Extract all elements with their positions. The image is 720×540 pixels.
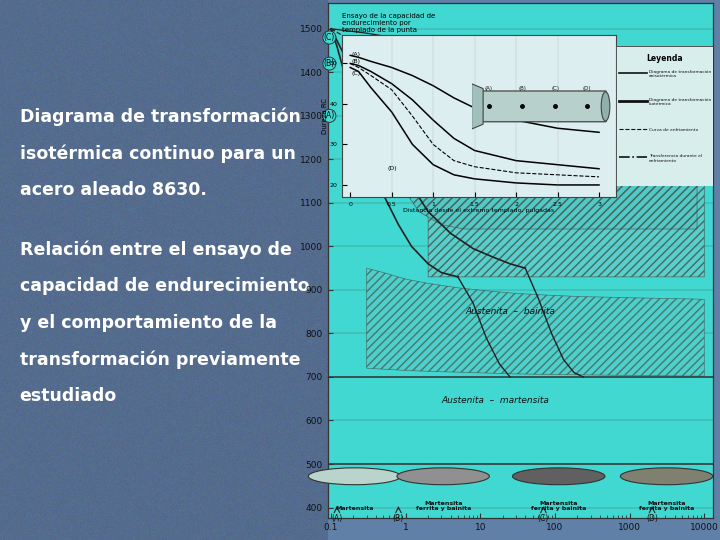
Text: Austenita  –  martensita: Austenita – martensita <box>441 396 549 405</box>
Text: (B): (B) <box>324 59 335 68</box>
Text: (C): (C) <box>351 71 360 76</box>
FancyBboxPatch shape <box>482 91 606 122</box>
Text: (B): (B) <box>351 59 360 64</box>
Text: Martensita
ferrita y bainita: Martensita ferrita y bainita <box>639 501 694 511</box>
Text: (A): (A) <box>324 111 335 120</box>
Text: Austenita  –  perlita: Austenita – perlita <box>546 166 635 183</box>
Polygon shape <box>472 84 483 129</box>
Text: (A): (A) <box>351 52 360 57</box>
Text: acero aleado 8630.: acero aleado 8630. <box>19 181 207 199</box>
Text: Diagrama de transformación isotérmica: Diagrama de transformación isotérmica <box>649 98 711 106</box>
Text: (C): (C) <box>551 86 559 91</box>
Text: Relación entre el ensayo de: Relación entre el ensayo de <box>19 240 292 259</box>
Text: y el comportamiento de la: y el comportamiento de la <box>19 314 276 332</box>
Text: capacidad de endurecimiento: capacidad de endurecimiento <box>19 277 309 295</box>
Polygon shape <box>366 268 704 376</box>
Circle shape <box>513 468 605 485</box>
Circle shape <box>308 468 401 485</box>
Text: (D): (D) <box>582 86 591 91</box>
X-axis label: Distancia desde el extremo templado, pulgadas: Distancia desde el extremo templado, pul… <box>403 208 554 213</box>
Text: Martensita: Martensita <box>336 507 374 511</box>
Text: Curva de enfriamiento: Curva de enfriamiento <box>649 128 698 132</box>
Text: (A): (A) <box>485 86 493 91</box>
Circle shape <box>397 468 490 485</box>
Ellipse shape <box>601 92 610 121</box>
Text: Ensayo de la capacidad de
endurecimiento por
templado de la punta: Ensayo de la capacidad de endurecimiento… <box>342 14 436 33</box>
Text: (A): (A) <box>331 514 343 523</box>
Text: Transferencia durante el enfriamiento: Transferencia durante el enfriamiento <box>649 154 702 163</box>
Text: (C): (C) <box>324 33 335 42</box>
Text: estudiado: estudiado <box>19 387 117 405</box>
Text: Diagrama de transformación anisotérmica: Diagrama de transformación anisotérmica <box>649 70 711 78</box>
Text: Austenita  –  bainita: Austenita – bainita <box>465 307 555 316</box>
Text: Austenita  –  ferrita: Austenita – ferrita <box>451 113 537 140</box>
Text: Leyenda: Leyenda <box>646 55 683 63</box>
Text: isotérmica continuo para un: isotérmica continuo para un <box>19 145 295 163</box>
FancyBboxPatch shape <box>616 46 713 186</box>
Polygon shape <box>383 81 697 229</box>
Text: (D): (D) <box>601 59 613 68</box>
Text: Martensita
ferrita y bainita: Martensita ferrita y bainita <box>531 501 586 511</box>
Text: Diagrama de transformación: Diagrama de transformación <box>19 108 300 126</box>
Y-axis label: Dureza RC: Dureza RC <box>322 98 328 134</box>
Text: (B): (B) <box>518 86 526 91</box>
Text: (D): (D) <box>387 166 397 171</box>
Circle shape <box>621 468 713 485</box>
Text: transformación previamente: transformación previamente <box>19 350 300 369</box>
Text: (B): (B) <box>393 514 404 523</box>
Polygon shape <box>428 81 704 277</box>
Text: (C): (C) <box>538 514 549 523</box>
Text: (D): (D) <box>646 514 658 523</box>
Text: Martensita
ferrita y bainita: Martensita ferrita y bainita <box>415 501 471 511</box>
